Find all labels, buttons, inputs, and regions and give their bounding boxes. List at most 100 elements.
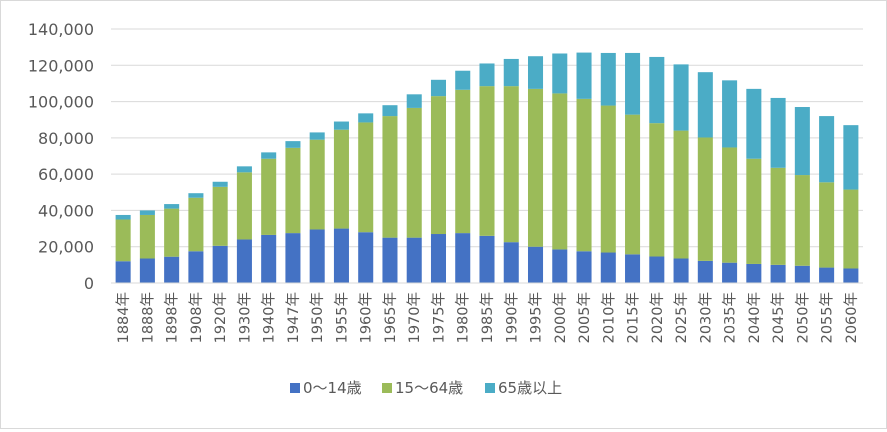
bar-segment-series-2 xyxy=(527,56,544,89)
bar-segment-series-0 xyxy=(455,233,471,283)
x-axis-tick-labels: 1884年 1888年 1898年 1908年 1920年 1930年 1940年 1947年… xyxy=(115,292,860,343)
x-tick-label: 1884年 xyxy=(115,292,132,343)
bar-segment-series-0 xyxy=(139,258,155,283)
bar-segment-series-1 xyxy=(576,98,592,252)
bar-segment-series-0 xyxy=(309,229,325,283)
bar-segment-series-1 xyxy=(285,147,301,234)
bar-segment-series-2 xyxy=(309,132,325,140)
y-tick-label: 40,000 xyxy=(38,201,94,220)
x-tick-label: 1960年 xyxy=(358,292,375,343)
bar-segment-series-0 xyxy=(406,237,422,283)
bar-segment-series-2 xyxy=(843,125,859,190)
bar-segment-series-1 xyxy=(552,93,568,250)
bar-segment-series-1 xyxy=(333,129,349,229)
bar-segment-series-2 xyxy=(430,79,447,97)
bar-segment-series-0 xyxy=(333,228,349,283)
bar-segment-series-0 xyxy=(552,249,568,283)
bar-segment-series-2 xyxy=(188,193,204,198)
bar-segment-series-1 xyxy=(600,105,616,253)
x-tick-label: 2050年 xyxy=(794,292,811,343)
x-tick-label: 2040年 xyxy=(746,292,763,343)
x-tick-label: 1985年 xyxy=(479,292,496,343)
bar-segment-series-0 xyxy=(625,254,641,283)
x-tick-label: 2055年 xyxy=(819,292,836,343)
bar-segment-series-0 xyxy=(188,251,204,283)
bar-segment-series-1 xyxy=(770,167,786,265)
bar-segment-series-1 xyxy=(746,158,762,264)
legend-swatch xyxy=(485,383,495,393)
legend-label: 15〜64歳 xyxy=(395,379,463,397)
bar-segment-series-1 xyxy=(261,158,277,235)
x-tick-label: 1965年 xyxy=(382,292,399,343)
bar-segment-series-1 xyxy=(722,147,738,263)
legend-swatch xyxy=(382,383,392,393)
x-tick-label: 2000年 xyxy=(552,292,569,343)
x-tick-label: 2010年 xyxy=(600,292,617,343)
bar-segment-series-1 xyxy=(649,123,665,257)
bar-segment-series-0 xyxy=(261,234,277,283)
bar-segment-series-2 xyxy=(358,113,374,123)
x-tick-label: 2015年 xyxy=(625,292,642,343)
bar-segment-series-2 xyxy=(261,152,277,159)
x-tick-label: 1980年 xyxy=(455,292,472,343)
x-tick-label: 1975年 xyxy=(430,292,447,343)
bar-segment-series-1 xyxy=(794,175,810,266)
bar-segment-series-1 xyxy=(503,86,519,243)
x-tick-label: 1995年 xyxy=(528,292,545,343)
bar-segment-series-1 xyxy=(479,86,495,236)
bar-segment-series-0 xyxy=(212,245,228,283)
bar-segment-series-0 xyxy=(527,246,544,283)
bar-segment-series-2 xyxy=(503,58,519,87)
x-tick-label: 1947年 xyxy=(285,292,302,343)
bar-segment-series-0 xyxy=(819,267,835,283)
y-tick-label: 60,000 xyxy=(38,165,94,184)
y-tick-label: 0 xyxy=(84,274,94,293)
bar-segment-series-1 xyxy=(164,208,180,257)
x-tick-label: 2035年 xyxy=(722,292,739,343)
legend: 0〜14歳 15〜64歳 65歳以上 xyxy=(290,379,562,397)
bar-segment-series-2 xyxy=(697,72,713,138)
bar-segment-series-2 xyxy=(625,52,641,115)
bar-segment-series-2 xyxy=(600,52,616,106)
bar-segment-series-1 xyxy=(188,197,204,252)
x-tick-label: 1950年 xyxy=(309,292,326,343)
bar-segment-series-0 xyxy=(843,268,859,283)
bar-segment-series-0 xyxy=(746,263,762,283)
x-tick-label: 2005年 xyxy=(576,292,593,343)
bar-segment-series-2 xyxy=(236,166,252,173)
bar-segment-series-1 xyxy=(819,182,835,268)
bar-segment-series-1 xyxy=(358,122,374,233)
x-tick-label: 1990年 xyxy=(503,292,520,343)
bar-segment-series-1 xyxy=(115,219,131,262)
y-axis-tick-labels: 0 20,000 40,000 60,000 80,000 100,000 120,000 1… xyxy=(28,20,94,293)
x-tick-label: 1888年 xyxy=(139,292,156,343)
bars xyxy=(115,52,859,283)
legend-swatch xyxy=(290,383,300,393)
bar-segment-series-2 xyxy=(576,52,592,99)
y-tick-label: 140,000 xyxy=(28,20,94,39)
bar-segment-series-0 xyxy=(697,260,713,283)
y-tick-label: 80,000 xyxy=(38,129,94,148)
bar-segment-series-2 xyxy=(333,121,349,130)
x-tick-label: 2020年 xyxy=(649,292,666,343)
bar-segment-series-1 xyxy=(455,89,471,234)
bar-segment-series-2 xyxy=(673,64,689,131)
x-tick-label: 1930年 xyxy=(236,292,253,343)
bar-segment-series-1 xyxy=(406,107,422,238)
bar-segment-series-0 xyxy=(503,242,519,283)
bar-segment-series-2 xyxy=(212,181,228,187)
bar-segment-series-0 xyxy=(673,258,689,283)
bar-segment-series-0 xyxy=(358,232,374,283)
x-tick-label: 1940年 xyxy=(261,292,278,343)
bar-segment-series-1 xyxy=(697,137,713,261)
bar-segment-series-2 xyxy=(479,63,495,87)
bar-segment-series-0 xyxy=(382,237,398,283)
bar-segment-series-1 xyxy=(673,130,689,259)
bar-segment-series-1 xyxy=(382,116,398,238)
x-tick-label: 1970年 xyxy=(406,292,423,343)
bar-segment-series-2 xyxy=(455,70,471,90)
x-tick-label: 1898年 xyxy=(164,292,181,343)
bar-segment-series-0 xyxy=(794,265,810,283)
y-tick-label: 100,000 xyxy=(28,93,94,112)
bar-segment-series-2 xyxy=(552,53,568,94)
